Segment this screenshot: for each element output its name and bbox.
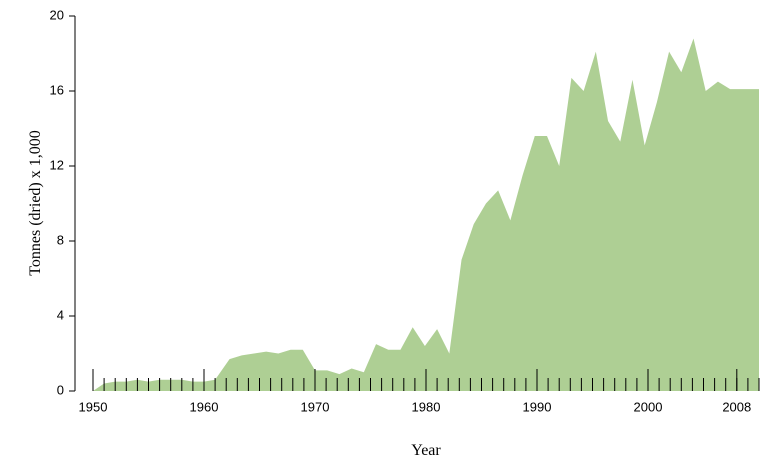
x-tick-label: 1990 <box>523 399 552 414</box>
y-tick-label: 8 <box>57 232 64 247</box>
y-tick-label: 16 <box>50 82 64 97</box>
y-tick-label: 4 <box>57 307 64 322</box>
area <box>93 38 759 391</box>
y-tick-label: 20 <box>50 7 64 22</box>
x-tick-label: 1980 <box>412 399 441 414</box>
y-axis-label: Tonnes (dried) x 1,000 <box>27 130 44 276</box>
x-tick-label: 1960 <box>190 399 219 414</box>
y-tick-label: 12 <box>50 157 64 172</box>
x-tick-label: 1950 <box>79 399 108 414</box>
x-axis-label: Year <box>411 442 441 459</box>
y-tick-label: 0 <box>57 382 64 397</box>
x-tick-label: 2008 <box>722 399 751 414</box>
x-tick-label: 2000 <box>634 399 663 414</box>
x-tick-label: 1970 <box>301 399 330 414</box>
